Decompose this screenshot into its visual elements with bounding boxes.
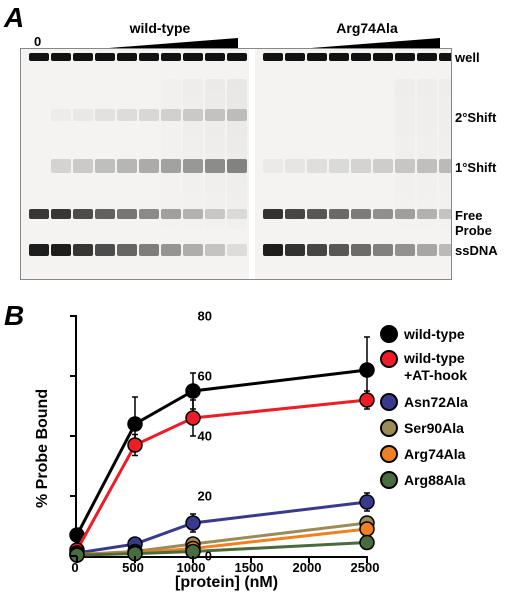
zero-label: 0 <box>34 34 41 49</box>
panel-a: 0 wild-type Arg74Ala <box>20 28 450 280</box>
gel-lane <box>139 49 159 279</box>
gel-lane <box>395 49 415 279</box>
gel-lane <box>439 49 452 279</box>
legend-label: Arg88Ala <box>404 472 465 488</box>
y-axis-title: % Probe Bound <box>34 389 52 508</box>
legend-marker <box>380 393 398 411</box>
gel-lane <box>373 49 393 279</box>
gel-lane <box>51 49 71 279</box>
legend-item: wild-type+AT-hook <box>380 350 468 386</box>
gel-band-label: Free Probe <box>455 208 518 238</box>
gel-lane <box>161 49 181 279</box>
figure-root: A 0 wild-type Arg74Ala well2°Shift1°Shif… <box>0 0 518 600</box>
legend-marker <box>380 325 398 343</box>
legend-label: wild-type <box>404 326 465 342</box>
y-tick-label: 0 <box>205 549 212 564</box>
wedge2-label: Arg74Ala <box>307 20 427 36</box>
legend-item: Asn72Ala <box>380 392 468 412</box>
gel-lane <box>205 49 225 279</box>
legend-item: Ser90Ala <box>380 418 468 438</box>
gel-lane <box>29 49 49 279</box>
gel-lane <box>227 49 247 279</box>
gel-band-label: 2°Shift <box>455 110 496 125</box>
gel-band-label: well <box>455 50 480 65</box>
y-tick-label: 40 <box>198 429 212 444</box>
gel-lane <box>417 49 437 279</box>
legend-marker <box>380 445 398 463</box>
legend-marker <box>380 350 398 368</box>
gel-lane <box>183 49 203 279</box>
plot-svg <box>77 316 367 556</box>
x-tick-label: 2000 <box>293 560 322 575</box>
gel-lane <box>73 49 93 279</box>
x-axis-title: [protein] (nM) <box>175 574 278 592</box>
legend-marker <box>380 419 398 437</box>
legend: wild-type wild-type+AT-hook Asn72Ala Ser90A… <box>380 324 468 496</box>
gel-lane <box>329 49 349 279</box>
gel-lane <box>117 49 137 279</box>
gel-lane <box>351 49 371 279</box>
gel-lane <box>307 49 327 279</box>
legend-label: Ser90Ala <box>404 420 464 436</box>
y-tick-label: 80 <box>198 309 212 324</box>
y-tick-label: 20 <box>198 489 212 504</box>
legend-item: wild-type <box>380 324 468 344</box>
gel-band-label: 1°Shift <box>455 160 496 175</box>
panel-b-chart: % Probe Bound [protein] (nM) wild-typewi… <box>20 308 510 588</box>
x-tick-label: 1000 <box>177 560 206 575</box>
legend-marker <box>380 471 398 489</box>
gel-image <box>20 48 452 280</box>
x-tick-label: 0 <box>71 560 78 575</box>
x-tick-label: 2500 <box>351 560 380 575</box>
gel-band-label: ssDNA <box>455 243 498 258</box>
x-tick-label: 1500 <box>235 560 264 575</box>
legend-item: Arg74Ala <box>380 444 468 464</box>
gel-lane <box>285 49 305 279</box>
chart-area <box>75 316 367 558</box>
x-tick-label: 500 <box>122 560 144 575</box>
legend-item: Arg88Ala <box>380 470 468 490</box>
y-tick-label: 60 <box>198 369 212 384</box>
legend-label: Asn72Ala <box>404 394 468 410</box>
gel-lane <box>263 49 283 279</box>
legend-label: Arg74Ala <box>404 446 465 462</box>
gel-lane <box>95 49 115 279</box>
wedge1-label: wild-type <box>100 20 220 36</box>
legend-label: wild-type+AT-hook <box>404 350 467 384</box>
